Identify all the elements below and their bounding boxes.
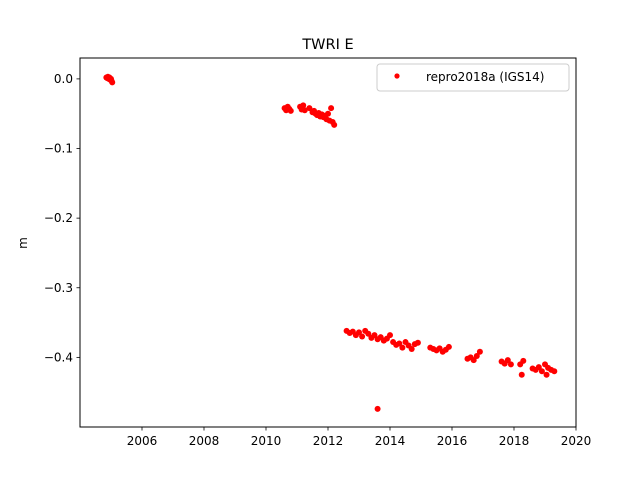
y-tick-label: −0.4 [44,350,73,364]
y-tick-label: −0.3 [44,281,73,295]
data-point [538,368,545,375]
data-point [287,107,294,114]
x-tick-label: 2014 [375,434,406,448]
data-point [470,357,477,364]
data-point [325,110,331,117]
legend: repro2018a (IGS14) [376,63,570,92]
data-point [414,339,421,346]
data-point [396,340,403,347]
x-tick-label: 2018 [499,434,530,448]
data-point [301,107,308,114]
data-point [365,330,372,337]
data-point [374,405,381,412]
data-point [371,332,378,339]
data-point [507,361,514,368]
data-point [476,348,483,355]
data-point [473,352,480,359]
data-point [551,368,558,375]
data-point [356,329,362,336]
data-point [518,371,525,378]
data-point [306,105,313,112]
data-point [300,102,307,109]
x-tick-label: 2020 [561,434,592,448]
data-point [328,105,335,112]
data-point [331,121,338,128]
legend-label: repro2018a (IGS14) [426,70,544,84]
chart-title: TWRI E [301,37,353,53]
x-tick-label: 2010 [251,434,282,448]
x-tick-label: 2008 [189,434,220,448]
y-axis-label: m [16,237,30,249]
x-tick-label: 2012 [313,434,344,448]
y-axis: 0.0 −0.1 −0.2 −0.3 −0.4 [44,72,80,364]
x-axis: 2006 2008 2010 2012 2014 2016 2018 2020 [127,427,592,448]
data-point [408,346,415,353]
data-point [543,371,550,378]
data-point [520,357,527,364]
y-tick-label: −0.1 [44,142,73,156]
x-tick-label: 2016 [437,434,468,448]
data-points [103,73,558,412]
data-point [359,333,366,340]
data-point [399,344,406,351]
data-point [445,343,452,350]
data-point [109,79,116,86]
y-tick-label: −0.2 [44,211,73,225]
data-point [504,357,511,364]
legend-frame [376,63,570,92]
y-tick-label: 0.0 [54,72,73,86]
x-tick-label: 2006 [127,434,158,448]
data-point [535,364,542,371]
legend-marker [394,73,400,79]
data-point [387,332,393,339]
